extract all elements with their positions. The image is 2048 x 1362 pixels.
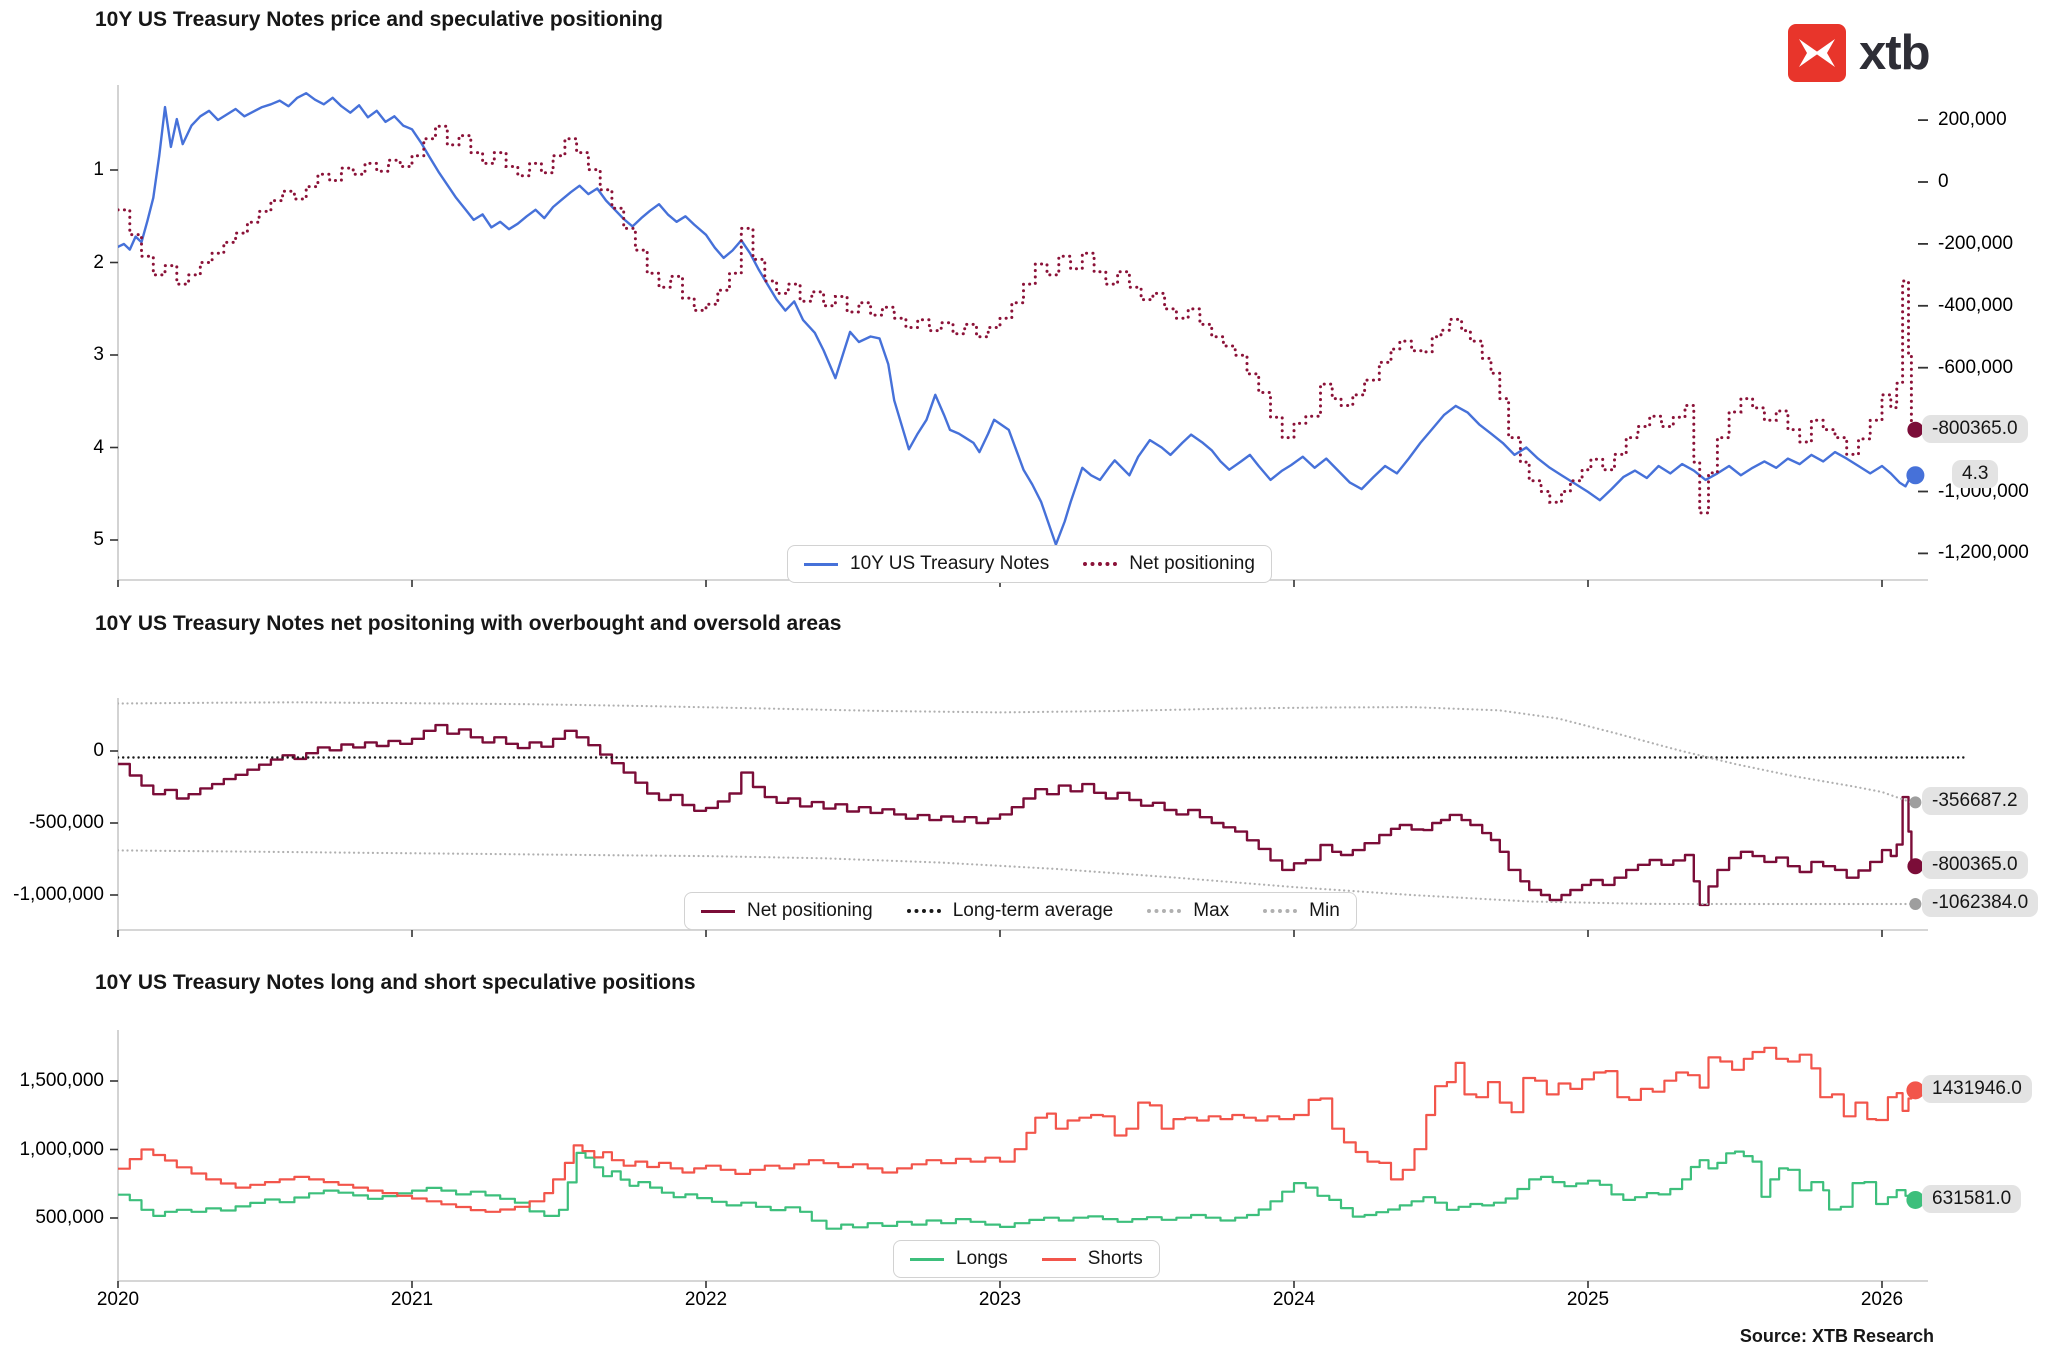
y-tick-label-right: 200,000 <box>1938 109 2007 131</box>
y-tick-label-left: 1 <box>93 159 104 180</box>
series-max <box>118 701 1913 804</box>
legend-item: 10Y US Treasury Notes <box>804 553 1049 575</box>
series-net-positioning <box>118 124 1913 515</box>
legend-item: Max <box>1147 900 1229 922</box>
legend-label: Net positioning <box>747 900 873 921</box>
legend-swatch-dotted-line-icon <box>1083 562 1118 566</box>
legend-swatch-dotted-line-icon <box>906 909 941 913</box>
y-tick-label-right: -1,200,000 <box>1938 542 2029 564</box>
series-shorts <box>118 1046 1913 1213</box>
legend-label: Net positioning <box>1129 553 1255 574</box>
end-value-chip: -356687.2 <box>1922 787 2028 816</box>
y-tick-label-left: 1,000,000 <box>19 1138 104 1160</box>
end-value-chip: 631581.0 <box>1922 1184 2022 1213</box>
end-value-chip: -1062384.0 <box>1922 888 2039 917</box>
legend-swatch-solid-line-icon <box>701 909 735 913</box>
end-marker <box>1909 796 1922 809</box>
y-tick-label-right: 0 <box>1938 171 1949 192</box>
x-tick-label: 2022 <box>684 1289 728 1310</box>
series-min <box>118 849 1913 906</box>
end-marker <box>1906 466 1925 485</box>
xtb-logo-text: xtb <box>1859 26 1930 80</box>
legend-item: Net positioning <box>1083 553 1255 575</box>
end-value-chip: -800365.0 <box>1922 851 2028 880</box>
xtb-logo: xtb <box>1788 24 1930 82</box>
end-marker <box>1909 897 1922 910</box>
legend-label: Longs <box>956 1248 1008 1269</box>
end-value-chip: 4.3 <box>1952 460 1999 489</box>
legend-label: Long-term average <box>952 900 1114 921</box>
x-tick-label: 2024 <box>1272 1289 1316 1310</box>
panel3-title: 10Y US Treasury Notes long and short spe… <box>95 971 696 994</box>
xtb-logo-icon <box>1788 24 1846 82</box>
series-10y-us-treasury-notes <box>118 92 1913 546</box>
end-marker <box>1907 421 1924 438</box>
y-tick-label-left: 2 <box>93 251 104 273</box>
legend-item: Long-term average <box>906 900 1114 922</box>
y-tick-label-left: 3 <box>93 344 104 365</box>
y-tick-label-left: 0 <box>93 740 104 761</box>
legend-label: Max <box>1193 900 1230 921</box>
x-tick-label: 2023 <box>978 1289 1022 1310</box>
end-marker <box>1906 1190 1925 1209</box>
legend-item: Net positioning <box>701 900 873 922</box>
legend-item: Longs <box>910 1248 1008 1270</box>
end-marker <box>1906 1081 1925 1100</box>
panel1-title: 10Y US Treasury Notes price and speculat… <box>95 8 663 31</box>
y-tick-label-right: -600,000 <box>1938 356 2014 378</box>
panel2-title: 10Y US Treasury Notes net positoning wit… <box>95 612 842 635</box>
y-tick-label-left: 1,500,000 <box>19 1070 104 1091</box>
legend-swatch-dotted-line-icon <box>1263 909 1298 913</box>
legend-item: Min <box>1263 900 1340 922</box>
legend-label: Shorts <box>1087 1248 1143 1269</box>
series-longs <box>118 1150 1913 1230</box>
y-tick-label-right: -200,000 <box>1938 232 2014 254</box>
end-value-chip: -800365.0 <box>1922 414 2028 443</box>
legend-item: Shorts <box>1041 1248 1143 1270</box>
y-tick-label-right: -400,000 <box>1938 294 2014 316</box>
x-tick-label: 2021 <box>390 1289 434 1310</box>
y-tick-label-left: 5 <box>93 529 104 550</box>
end-value-chip: 1431946.0 <box>1922 1075 2032 1104</box>
y-tick-label-left: -1,000,000 <box>13 884 104 905</box>
end-marker <box>1907 858 1924 875</box>
legend-swatch-solid-line-icon <box>1041 1257 1076 1261</box>
legend-label: Min <box>1309 900 1340 921</box>
legend-label: 10Y US Treasury Notes <box>850 553 1050 574</box>
y-tick-label-left: 4 <box>93 436 104 458</box>
legend-swatch-solid-line-icon <box>910 1257 944 1261</box>
x-tick-label: 2026 <box>1860 1289 1904 1310</box>
x-tick-label: 2020 <box>96 1289 140 1310</box>
y-tick-label-left: 500,000 <box>35 1207 104 1228</box>
series-net-positioning <box>118 723 1913 907</box>
legend-panel3: Longs Shorts <box>893 1240 1160 1278</box>
legend-swatch-dotted-line-icon <box>1147 909 1182 913</box>
legend-panel1: 10Y US Treasury Notes Net positioning <box>787 545 1272 583</box>
legend-panel2: Net positioning Long-term average Max Min <box>684 892 1357 930</box>
y-tick-label-left: -500,000 <box>28 812 104 833</box>
x-tick-label: 2025 <box>1566 1289 1610 1310</box>
legend-swatch-solid-line-icon <box>804 562 838 566</box>
source-credit: Source: XTB Research <box>1739 1326 1934 1346</box>
